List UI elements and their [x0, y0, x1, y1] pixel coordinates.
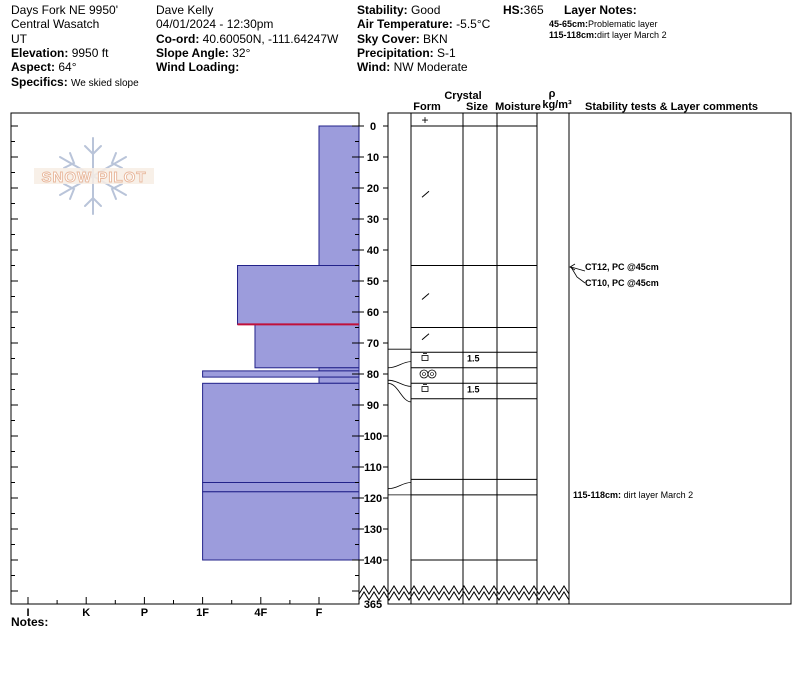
stability-comments: CT12, PC @45cm CT10, PC @45cm 115-118cm:… [569, 262, 693, 500]
air-temperature: Air Temperature: -5.5°C [357, 17, 491, 31]
depth-tick-label: 100 [364, 431, 382, 443]
layer-comment: 115-118cm: dirt layer March 2 [573, 490, 693, 500]
depth-tick-label: 130 [364, 524, 382, 536]
notes-label: Notes: [11, 615, 49, 629]
depth-tick-label: 80 [367, 369, 379, 381]
scale-break-zigzag [358, 585, 570, 595]
grain-layer-lines [387, 125, 537, 561]
depth-tick-label: 90 [367, 400, 379, 412]
depth-tick-label: 110 [364, 462, 382, 474]
sky-cover: Sky Cover: BKN [357, 32, 448, 46]
hardness-layers [202, 125, 360, 561]
grain-form-slash-icon [421, 190, 430, 198]
logo-text: SNOW PILOT [42, 169, 147, 186]
comments-frame [568, 112, 792, 605]
left-depth-ticks [11, 125, 359, 592]
layer-notes-title: Layer Notes: [564, 3, 637, 17]
depth-tick-label: 0 [370, 121, 376, 133]
depth-tick-label: 30 [367, 214, 379, 226]
depth-tick-label: 120 [364, 493, 382, 505]
layer-bar-2 [254, 323, 360, 369]
hardness-tick-label: 1F [196, 607, 209, 619]
layer-bar-7 [202, 482, 360, 493]
grain-rows: +1.5 1.5 [419, 113, 480, 395]
grain-form-melt-inner [430, 372, 434, 376]
col-rho: ρ [549, 88, 556, 100]
hardness-axis: I K P 1F 4F F [26, 597, 323, 619]
grain-form-melt-inner [422, 372, 426, 376]
stability-test-1: CT12, PC @45cm [585, 262, 659, 272]
depth-tick-label: 10 [367, 152, 379, 164]
stability: Stability: Good [357, 3, 441, 17]
grain-form-cup-icon [421, 355, 429, 361]
layer-bar-5 [318, 376, 360, 384]
depth-tick-label: 60 [367, 307, 379, 319]
depth-tick-label: 20 [367, 183, 379, 195]
connector-line [387, 382, 412, 403]
hardness-tick-label: P [141, 607, 148, 619]
connector-line [387, 361, 412, 369]
range-name: Central Wasatch [11, 17, 100, 31]
layer-bar-6 [202, 382, 360, 483]
hardness-tick-label: F [316, 607, 323, 619]
grain-form-melt-icon [419, 369, 429, 379]
grain-size: 1.5 [467, 354, 480, 364]
grain-form-cup-icon [421, 386, 429, 392]
specifics: Specifics: We skied slope [11, 75, 139, 89]
hardness-tick-label: K [82, 607, 90, 619]
grain-size: 1.5 [467, 385, 480, 395]
elevation: Elevation: 9950 ft [11, 46, 109, 60]
layer-bar-4 [202, 370, 360, 378]
connector-line [387, 379, 412, 387]
hardness-tick-label: 4F [254, 607, 267, 619]
total-depth-label: 365 [364, 599, 382, 611]
col-form: Form [413, 101, 441, 113]
col-comments: Stability tests & Layer comments [585, 101, 758, 113]
grain-form-slash-icon [421, 333, 430, 341]
wind-loading: Wind Loading: [156, 60, 240, 74]
date-time: 04/01/2024 - 12:30pm [156, 17, 274, 31]
col-moisture: Moisture [495, 101, 541, 113]
wind: Wind: NW Moderate [357, 60, 468, 74]
location-title: Days Fork NE 9950' [11, 3, 118, 17]
observer: Dave Kelly [156, 3, 214, 17]
col-size: Size [466, 101, 488, 113]
coordinates: Co-ord: 40.60050N, -111.64247W [156, 32, 339, 46]
precipitation: Precipitation: S-1 [357, 46, 456, 60]
layer-note-2: 115-118cm:dirt layer March 2 [549, 30, 667, 40]
state-name: UT [11, 32, 27, 46]
connector-line [387, 482, 412, 490]
snowpilot-logo: SNOW PILOT [34, 137, 154, 215]
depth-tick-label: 140 [364, 555, 382, 567]
grain-form-melt-icon [427, 369, 437, 379]
depth-tick-label: 70 [367, 338, 379, 350]
aspect: Aspect: 64° [11, 60, 77, 74]
depth-scale: 0 10 20 30 40 50 60 70 80 90 100 110 120 130 140 365 [359, 121, 388, 611]
col-density: kg/m³ [542, 99, 572, 111]
snow-height: HS:365 [503, 3, 544, 17]
grain-form-precip-icon: + [421, 113, 428, 127]
hardness-tick-label: I [26, 607, 29, 619]
depth-tick-label: 40 [367, 245, 379, 257]
depth-tick-label: 50 [367, 276, 379, 288]
layer-bar-1 [237, 265, 360, 325]
grain-form-slash-icon [421, 293, 430, 300]
stability-test-2: CT10, PC @45cm [585, 278, 659, 288]
col-crystal: Crystal [444, 90, 481, 102]
slope-angle: Slope Angle: 32° [156, 46, 251, 60]
scale-break-zigzag-lower [358, 591, 570, 601]
layer-note-1: 45-65cm:Problematic layer [549, 19, 658, 29]
layer-bar-8 [202, 491, 360, 561]
layer-bar-0 [318, 125, 360, 266]
